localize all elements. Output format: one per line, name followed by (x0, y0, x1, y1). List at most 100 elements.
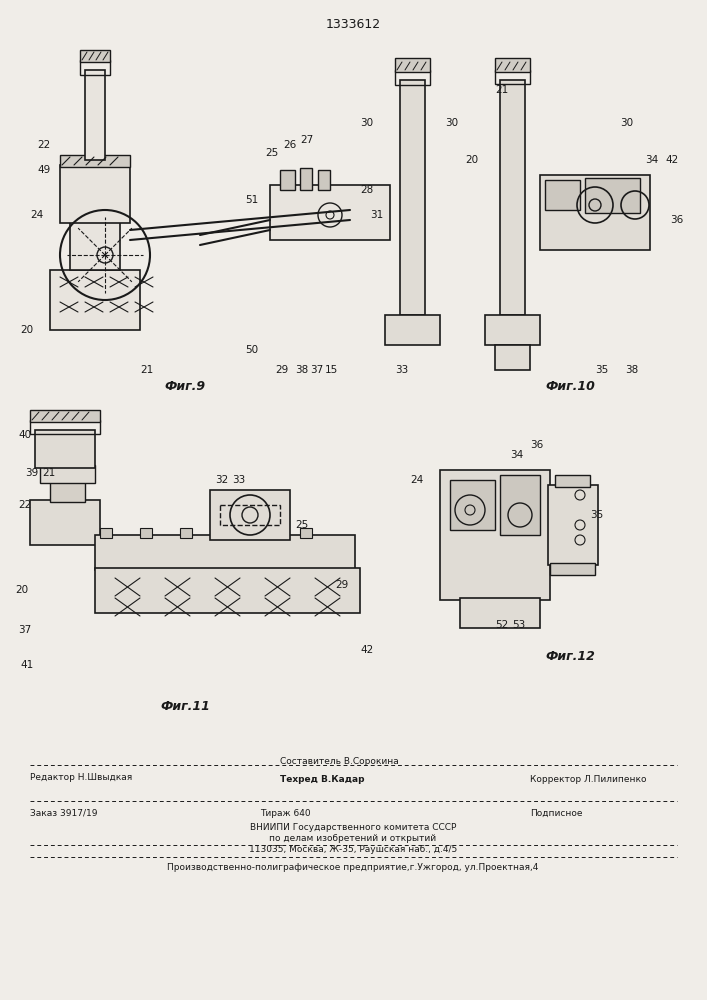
Bar (280, 170, 295, 190)
Bar (548, 485, 598, 565)
Text: 20: 20 (20, 325, 33, 335)
Bar (318, 170, 330, 190)
Text: 1333612: 1333612 (325, 18, 380, 31)
Text: 52: 52 (495, 620, 508, 630)
Text: 51: 51 (245, 195, 258, 205)
Text: 53: 53 (512, 620, 525, 630)
Bar (220, 528, 232, 538)
Text: 50: 50 (245, 345, 258, 355)
Bar (30, 410, 100, 422)
Text: 30: 30 (445, 118, 458, 128)
Bar (35, 430, 95, 468)
Bar (500, 80, 525, 315)
Text: 37: 37 (18, 625, 31, 635)
Text: 30: 30 (360, 118, 373, 128)
Text: Заказ 3917/19: Заказ 3917/19 (30, 809, 98, 818)
Text: 21: 21 (42, 468, 55, 478)
Bar (30, 500, 100, 545)
Bar (545, 180, 580, 210)
Bar (100, 528, 112, 538)
Text: Корректор Л.Пилипенко: Корректор Л.Пилипенко (530, 775, 646, 784)
Text: 25: 25 (295, 520, 308, 530)
Text: Фиг.11: Фиг.11 (160, 700, 210, 713)
Text: Производственно-полиграфическое предприятие,г.Ужгород, ул.Проектная,4: Производственно-полиграфическое предприя… (168, 863, 539, 872)
Bar (495, 70, 530, 84)
Bar (30, 420, 100, 434)
Text: по делам изобретений и открытий: по делам изобретений и открытий (269, 834, 436, 843)
Bar (495, 58, 530, 72)
Text: 29: 29 (335, 580, 349, 590)
Bar (395, 58, 430, 72)
Bar (50, 270, 140, 330)
Text: 27: 27 (300, 135, 313, 145)
Text: 21: 21 (140, 365, 153, 375)
Bar (300, 528, 312, 538)
Text: 20: 20 (465, 155, 478, 165)
Text: 15: 15 (325, 365, 338, 375)
Bar (500, 475, 540, 535)
Bar (395, 70, 430, 85)
Bar (485, 315, 540, 345)
Text: 34: 34 (645, 155, 658, 165)
Text: 21: 21 (495, 85, 508, 95)
Bar (585, 178, 640, 213)
Bar (60, 155, 130, 167)
Text: 33: 33 (232, 475, 245, 485)
Text: 35: 35 (595, 365, 608, 375)
Bar (40, 465, 95, 483)
Bar (60, 165, 130, 223)
Bar (260, 528, 272, 538)
Bar (270, 185, 390, 240)
Text: 24: 24 (30, 210, 43, 220)
Bar (80, 60, 110, 75)
Text: 42: 42 (665, 155, 678, 165)
Bar (460, 598, 540, 628)
Text: Подписное: Подписное (530, 809, 583, 818)
Text: 22: 22 (18, 500, 31, 510)
Bar (50, 480, 85, 502)
Bar (210, 490, 290, 540)
Text: Фиг.12: Фиг.12 (545, 650, 595, 663)
Text: 36: 36 (670, 215, 683, 225)
Bar (70, 220, 120, 270)
Text: 25: 25 (265, 148, 279, 158)
Bar (495, 345, 530, 370)
Bar (220, 505, 280, 525)
Text: ВНИИПИ Государственного комитета СССР: ВНИИПИ Государственного комитета СССР (250, 823, 456, 832)
Text: 24: 24 (410, 475, 423, 485)
Bar (80, 50, 110, 62)
Text: 35: 35 (590, 510, 603, 520)
Text: 22: 22 (37, 140, 50, 150)
Text: 36: 36 (530, 440, 543, 450)
Text: 31: 31 (370, 210, 383, 220)
Bar (540, 175, 650, 250)
Text: 38: 38 (295, 365, 308, 375)
Text: 28: 28 (360, 185, 373, 195)
Text: 34: 34 (510, 450, 523, 460)
Text: Составитель В.Сорокина: Составитель В.Сорокина (280, 757, 399, 766)
Text: 33: 33 (395, 365, 408, 375)
Text: Редактор Н.Швыдкая: Редактор Н.Швыдкая (30, 773, 132, 782)
Text: 39: 39 (25, 468, 38, 478)
Text: Техред В.Кадар: Техред В.Кадар (280, 775, 365, 784)
Bar (95, 535, 355, 570)
Bar (550, 563, 595, 575)
Text: 41: 41 (20, 660, 33, 670)
Text: 113035, Москва, Ж-35, Раушская наб., д.4/5: 113035, Москва, Ж-35, Раушская наб., д.4… (249, 845, 457, 854)
Bar (180, 528, 192, 538)
Bar (440, 470, 550, 600)
Text: 26: 26 (283, 140, 296, 150)
Bar (385, 315, 440, 345)
Bar (450, 480, 495, 530)
Bar (300, 168, 312, 190)
Bar (85, 70, 105, 160)
Text: 29: 29 (275, 365, 288, 375)
Text: 20: 20 (15, 585, 28, 595)
Text: Фиг.9: Фиг.9 (165, 380, 206, 393)
Bar (555, 475, 590, 487)
Bar (140, 528, 152, 538)
Bar (400, 80, 425, 315)
Text: 30: 30 (620, 118, 633, 128)
Text: 40: 40 (18, 430, 31, 440)
Bar (95, 568, 360, 613)
